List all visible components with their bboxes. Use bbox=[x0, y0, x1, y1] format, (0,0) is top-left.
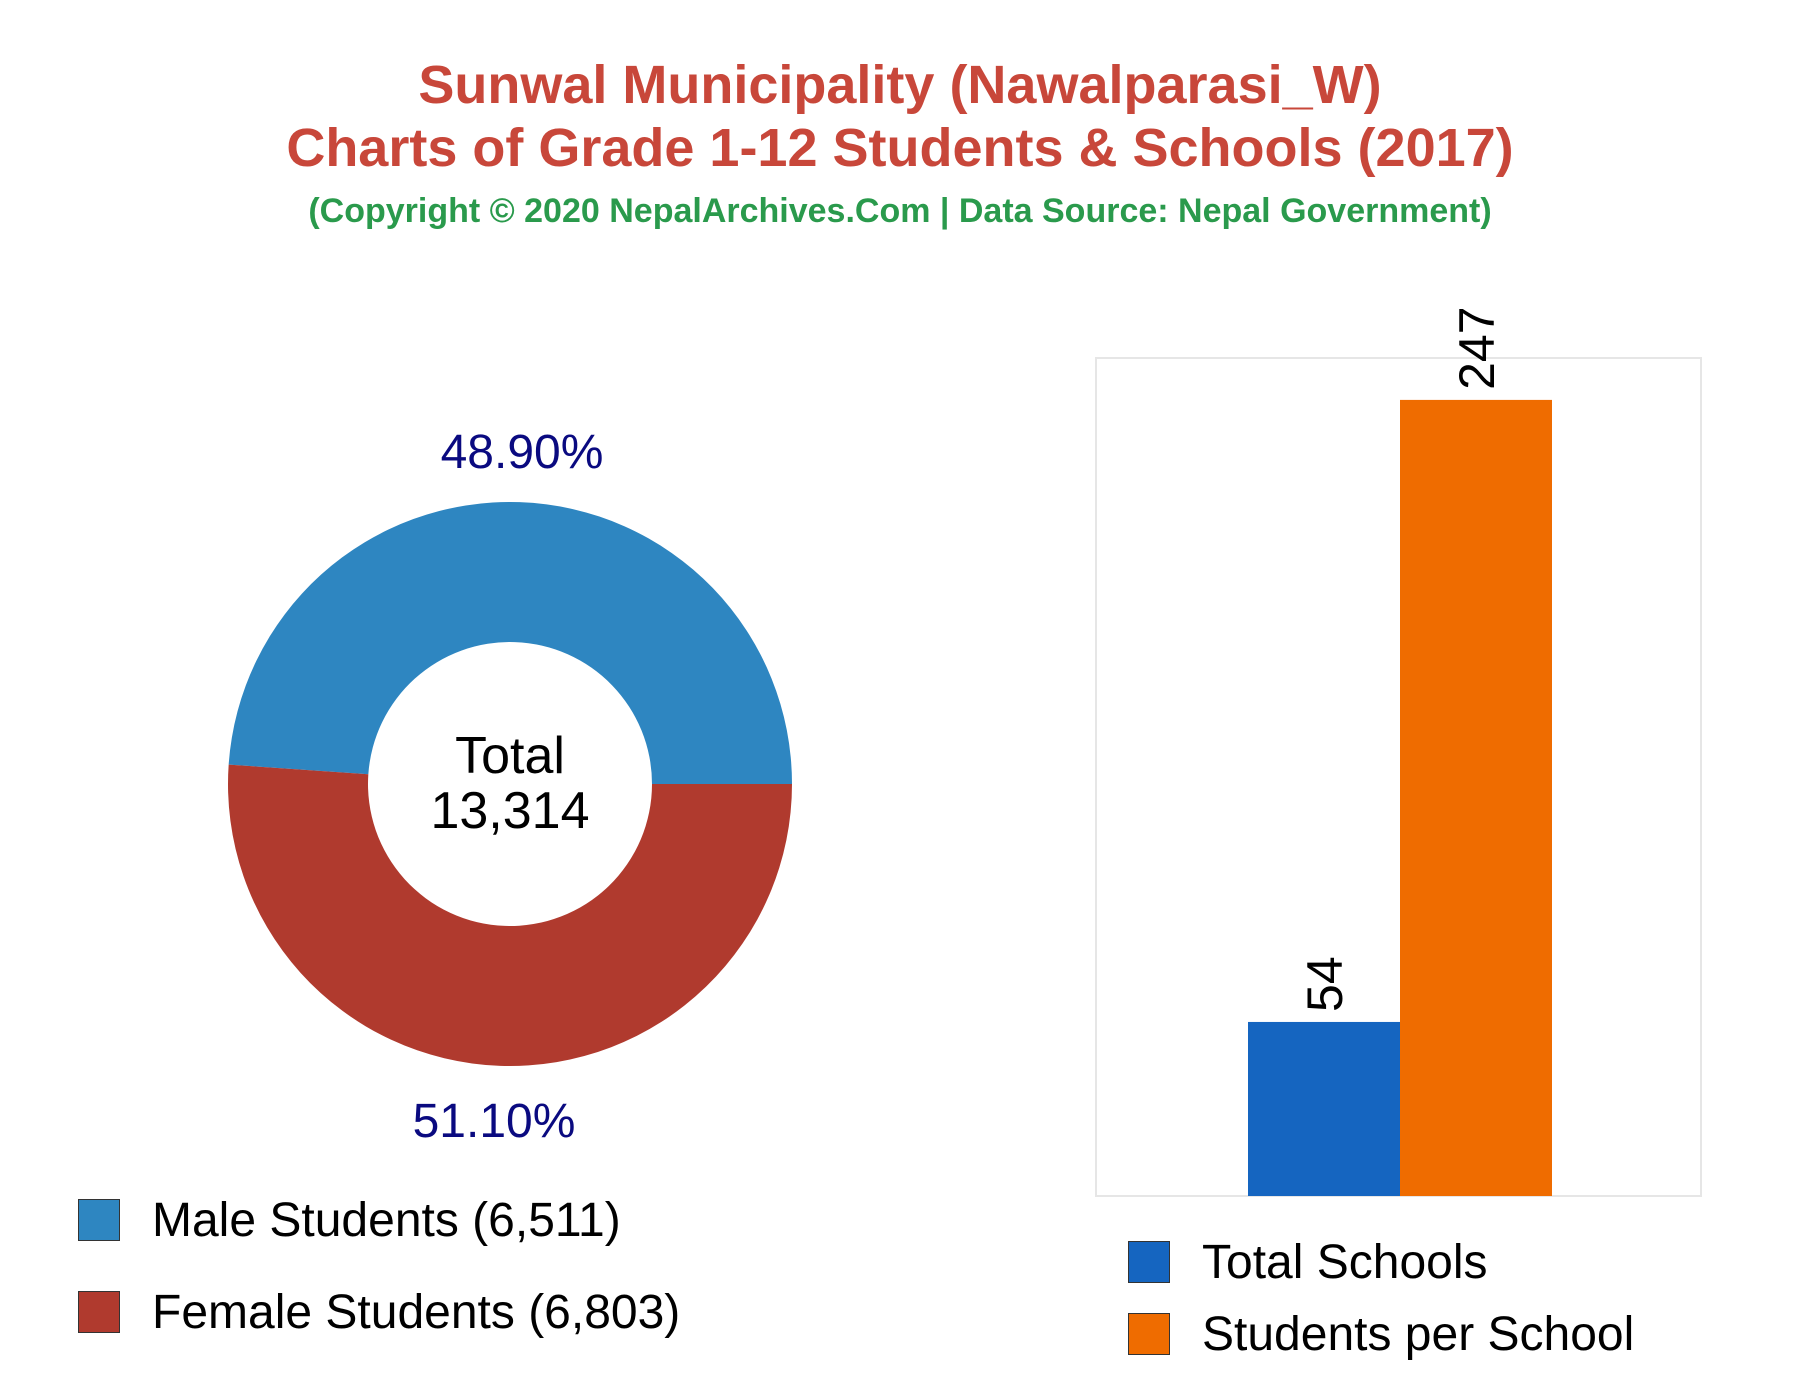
legend-swatch-students-per-school bbox=[1128, 1313, 1170, 1355]
donut-percent-label-male: 48.90% bbox=[441, 426, 604, 479]
chart-title-line1: Sunwal Municipality (Nawalparasi_W) bbox=[418, 55, 1382, 115]
chart-title-line2: Charts of Grade 1-12 Students & Schools … bbox=[286, 118, 1514, 178]
legend-item-female: Female Students (6,803) bbox=[78, 1272, 680, 1352]
legend-label-female: Female Students (6,803) bbox=[152, 1285, 681, 1339]
legend-swatch-total-schools bbox=[1128, 1241, 1170, 1283]
legend-item-total-schools: Total Schools bbox=[1128, 1222, 1634, 1302]
donut-chart: 48.90% 51.10% Total 13,314 bbox=[228, 426, 792, 1148]
donut-slice-female bbox=[228, 764, 792, 1067]
bar-chart: 54 247 bbox=[1095, 306, 1702, 1197]
donut-center-value: 13,314 bbox=[430, 782, 589, 840]
bar-value-label-total-schools: 54 bbox=[1297, 956, 1353, 1012]
legend-swatch-female bbox=[78, 1291, 120, 1333]
bar-students-per-school bbox=[1400, 399, 1552, 1196]
donut-slice-male bbox=[228, 502, 792, 784]
legend-label-male: Male Students (6,511) bbox=[152, 1193, 621, 1247]
bar-legend: Total Schools Students per School bbox=[1128, 1222, 1634, 1374]
legend-item-students-per-school: Students per School bbox=[1128, 1294, 1634, 1374]
bar-value-label-students-per-school: 247 bbox=[1449, 306, 1505, 389]
legend-label-total-schools: Total Schools bbox=[1202, 1235, 1488, 1289]
donut-legend: Male Students (6,511) Female Students (6… bbox=[78, 1180, 680, 1352]
chart-subtitle: (Copyright © 2020 NepalArchives.Com | Da… bbox=[308, 192, 1492, 230]
legend-swatch-male bbox=[78, 1199, 120, 1241]
donut-center-label: Total bbox=[455, 727, 565, 785]
legend-label-students-per-school: Students per School bbox=[1202, 1307, 1635, 1361]
legend-item-male: Male Students (6,511) bbox=[78, 1180, 680, 1260]
donut-percent-label-female: 51.10% bbox=[413, 1095, 576, 1148]
bar-total-schools bbox=[1248, 1021, 1400, 1196]
